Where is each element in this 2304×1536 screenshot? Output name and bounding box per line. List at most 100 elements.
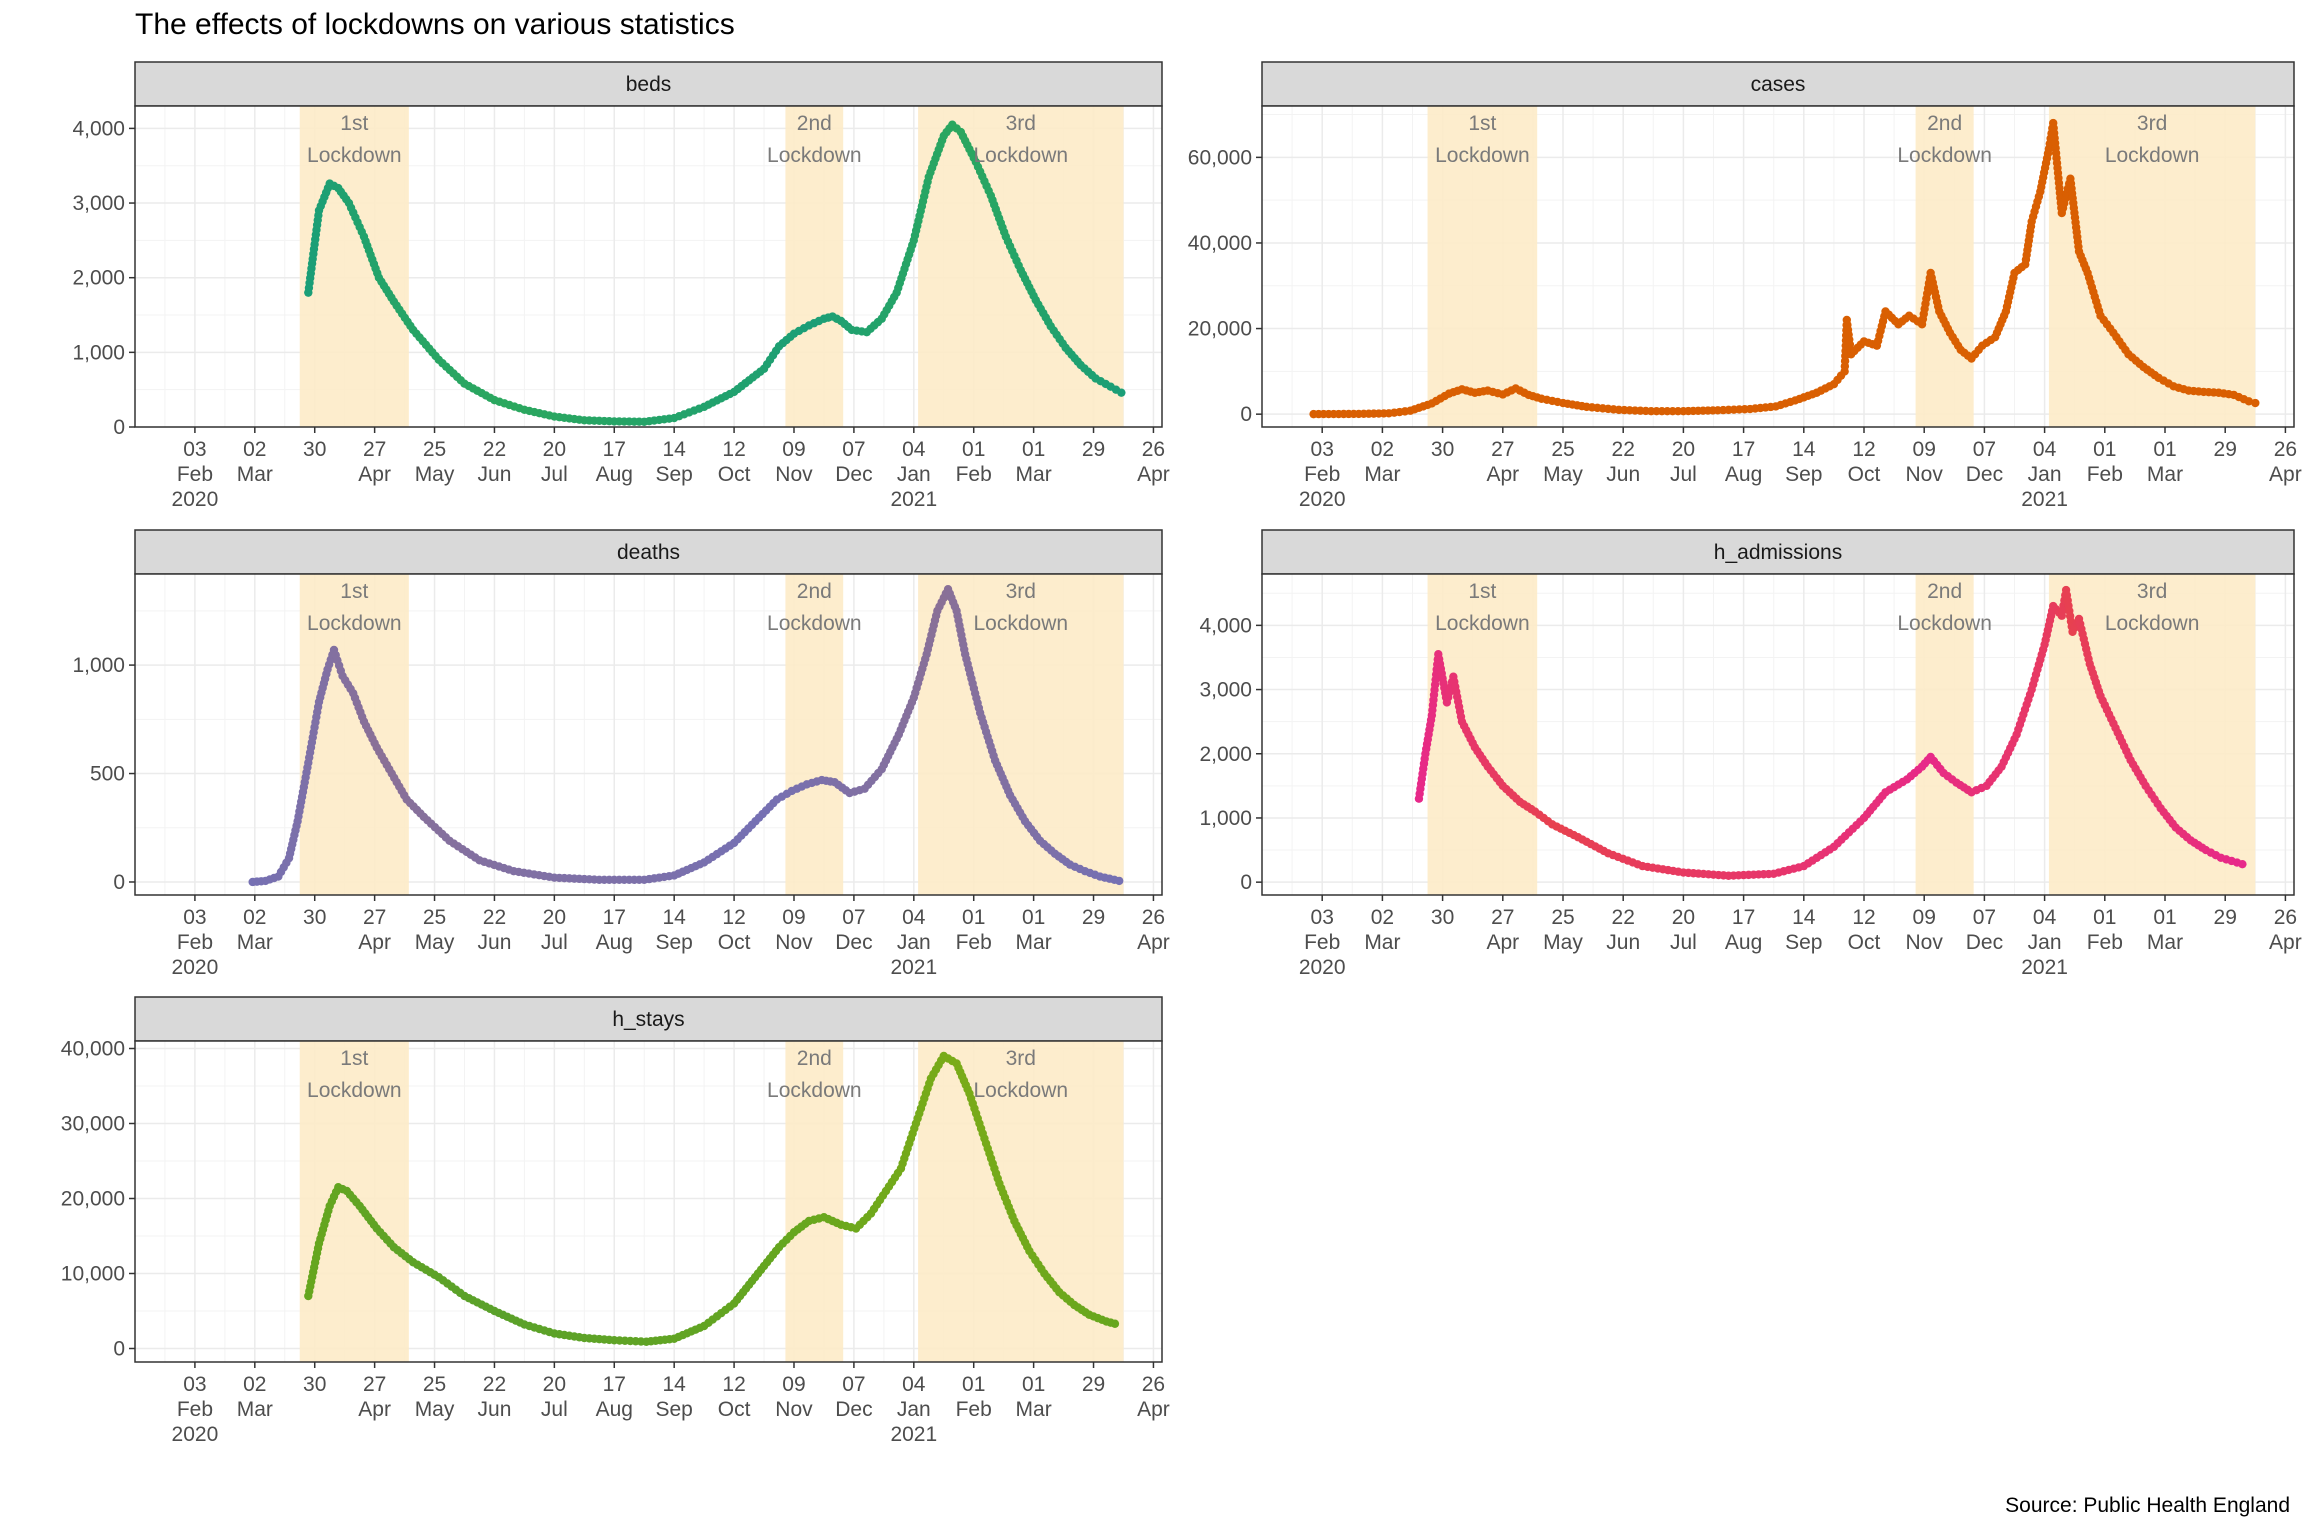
x-tick-label: Feb	[1304, 463, 1340, 486]
x-tick-label: 26	[2274, 438, 2297, 461]
x-tick-label: Nov	[1906, 931, 1944, 954]
x-tick-label: 01	[2153, 438, 2176, 461]
lockdown-label: Lockdown	[974, 1079, 1069, 1102]
x-tick-label: 07	[1973, 438, 1996, 461]
x-tick-label: Jun	[478, 463, 512, 486]
panel-border	[1261, 105, 2295, 428]
x-tick-label: Sep	[655, 931, 692, 954]
y-tick-label: 40,000	[61, 1038, 125, 1061]
x-tick-label: 17	[603, 906, 626, 929]
y-tick-label: 40,000	[1188, 232, 1252, 255]
lockdown-label: Lockdown	[2105, 144, 2200, 167]
x-tick-label: Oct	[1848, 931, 1881, 954]
x-tick-label: Aug	[596, 463, 633, 486]
x-tick-label: 12	[722, 438, 745, 461]
x-tick-label: Sep	[1785, 931, 1822, 954]
x-tick-label: 02	[1371, 438, 1394, 461]
y-tick-label: 20,000	[1188, 318, 1252, 341]
y-tick-label: 4,000	[1199, 614, 1252, 637]
x-tick-label: 22	[483, 906, 506, 929]
x-tick-label: Oct	[1848, 463, 1881, 486]
x-tick-label: 14	[662, 1373, 686, 1396]
x-tick-label: 27	[363, 906, 386, 929]
lockdown-label: 1st	[1468, 112, 1496, 135]
x-tick-label: Sep	[655, 463, 692, 486]
lockdown-label: 2nd	[797, 1047, 832, 1070]
x-tick-label: 2020	[1299, 488, 1346, 511]
x-tick-label: 14	[1792, 438, 1816, 461]
x-tick-label: 2020	[172, 488, 219, 511]
x-tick-label: 04	[2033, 906, 2057, 929]
x-tick-label: 03	[1311, 438, 1334, 461]
lockdown-label: Lockdown	[767, 1079, 862, 1102]
x-tick-label: 27	[363, 1373, 386, 1396]
x-tick-label: Sep	[1785, 463, 1822, 486]
x-tick-label: 14	[662, 438, 686, 461]
x-tick-label: 03	[183, 906, 206, 929]
x-tick-label: 2021	[2021, 956, 2068, 979]
y-tick-label: 3,000	[72, 192, 125, 215]
source-caption: Source: Public Health England	[2005, 1494, 2290, 1517]
facet-strip-label: h_admissions	[1714, 541, 1842, 564]
lockdown-label: 3rd	[1006, 580, 1036, 603]
x-tick-label: Apr	[1486, 931, 1519, 954]
panel-border	[134, 573, 1163, 896]
x-tick-label: 14	[1792, 906, 1816, 929]
x-tick-label: Feb	[2087, 931, 2123, 954]
x-tick-label: May	[1543, 931, 1583, 954]
x-tick-label: Jul	[541, 931, 568, 954]
x-tick-label: 17	[603, 1373, 626, 1396]
x-tick-label: 03	[183, 438, 206, 461]
lockdown-label: Lockdown	[307, 144, 402, 167]
x-tick-label: Apr	[2269, 931, 2302, 954]
x-tick-label: 12	[722, 1373, 745, 1396]
x-tick-label: 09	[782, 906, 805, 929]
x-tick-label: 26	[2274, 906, 2297, 929]
x-tick-label: 2021	[890, 1423, 937, 1446]
x-tick-label: May	[415, 931, 455, 954]
x-tick-label: 09	[782, 438, 805, 461]
x-tick-label: 27	[1491, 438, 1514, 461]
x-tick-label: Nov	[775, 931, 813, 954]
x-tick-label: 29	[1082, 438, 1105, 461]
x-tick-label: 26	[1142, 438, 1165, 461]
x-tick-label: 09	[782, 1373, 805, 1396]
x-tick-label: 01	[962, 1373, 985, 1396]
panel-border	[134, 1040, 1163, 1363]
x-tick-label: 01	[1022, 438, 1045, 461]
x-tick-label: 01	[2153, 906, 2176, 929]
x-tick-label: 29	[2214, 438, 2237, 461]
x-tick-label: 25	[1551, 906, 1574, 929]
x-tick-label: Oct	[718, 463, 751, 486]
x-tick-label: 04	[902, 906, 926, 929]
data-point	[1110, 1319, 1120, 1328]
x-tick-label: 20	[1672, 438, 1695, 461]
x-tick-label: Mar	[2147, 463, 2183, 486]
lockdown-label: 3rd	[1006, 112, 1036, 135]
x-tick-label: Feb	[956, 931, 992, 954]
y-tick-label: 0	[1240, 403, 1252, 426]
y-tick-label: 20,000	[61, 1188, 125, 1211]
x-tick-label: 03	[1311, 906, 1334, 929]
x-tick-label: 09	[1913, 438, 1936, 461]
lockdown-label: 2nd	[1927, 580, 1962, 603]
x-tick-label: Nov	[1906, 463, 1944, 486]
x-tick-label: Aug	[1725, 931, 1762, 954]
data-point	[1117, 388, 1126, 397]
lockdown-label: 3rd	[2137, 580, 2167, 603]
facet-strip-label: deaths	[617, 541, 680, 564]
x-tick-label: Oct	[718, 931, 751, 954]
x-tick-label: 30	[303, 906, 326, 929]
x-tick-label: Dec	[835, 1398, 872, 1421]
x-tick-label: 01	[1022, 1373, 1045, 1396]
lockdown-label: Lockdown	[1897, 144, 1992, 167]
x-tick-label: Mar	[1016, 1398, 1052, 1421]
x-tick-label: Dec	[1966, 463, 2003, 486]
lockdown-label: 3rd	[1006, 1047, 1036, 1070]
panel-h_stays: h_stays 1st Lockdown 2nd Lockdown 3rd Lockdown…	[61, 996, 1170, 1446]
x-tick-label: Jul	[1670, 931, 1697, 954]
x-tick-label: Apr	[358, 931, 391, 954]
x-tick-label: 30	[1431, 906, 1454, 929]
x-tick-label: 2021	[2021, 488, 2068, 511]
x-tick-label: Jan	[2028, 931, 2062, 954]
